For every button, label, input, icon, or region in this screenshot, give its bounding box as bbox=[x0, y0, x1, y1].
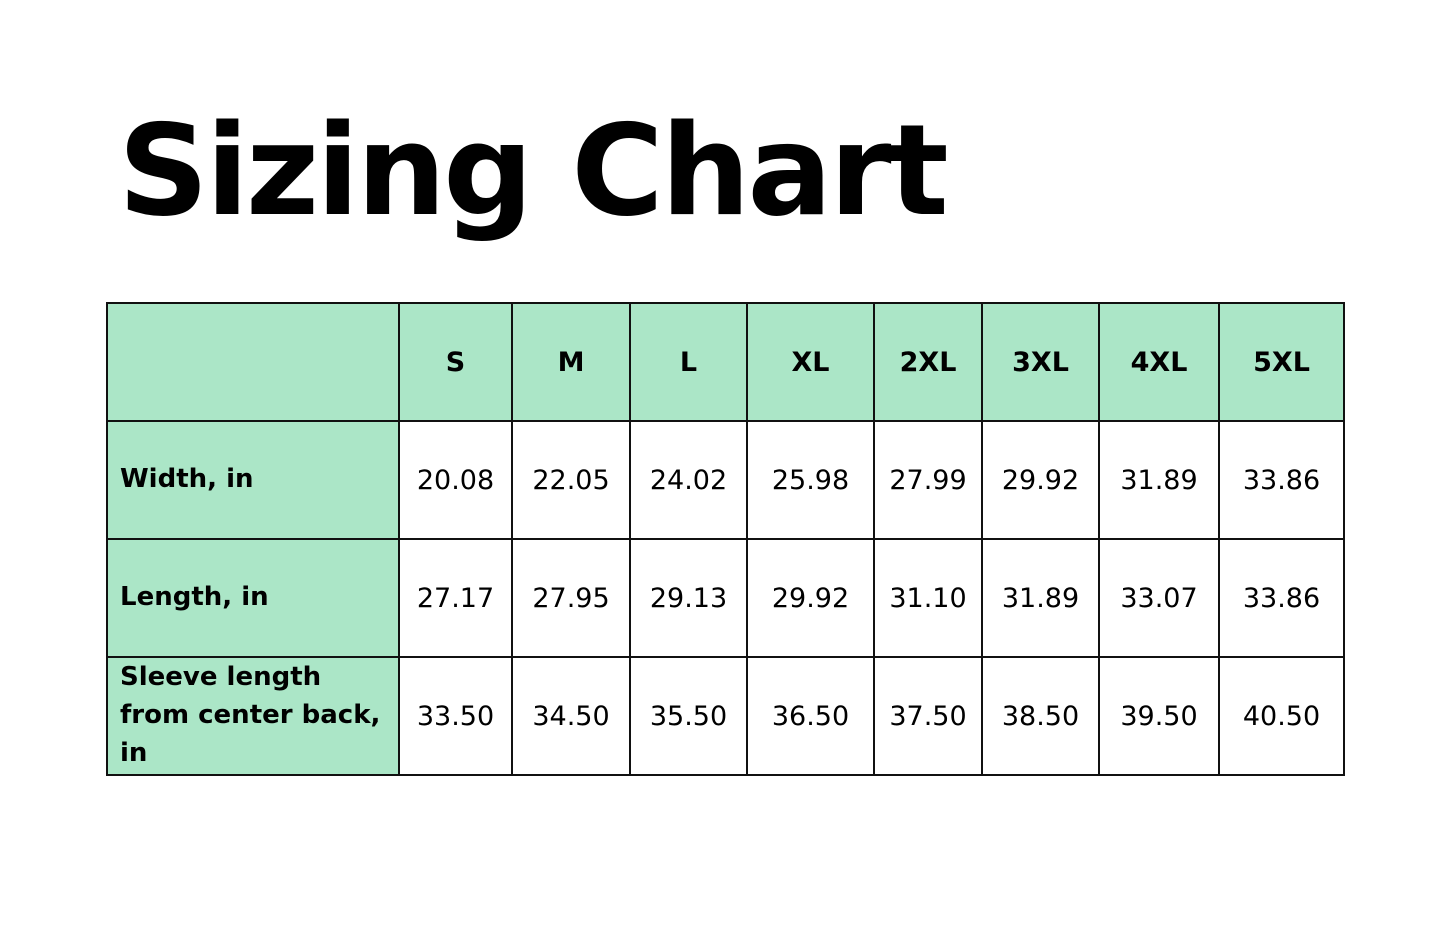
measurement-cell: 33.86 bbox=[1218, 538, 1345, 658]
measurement-cell: 29.92 bbox=[746, 538, 875, 658]
size-header: L bbox=[629, 302, 748, 422]
measurement-cell: 33.86 bbox=[1218, 420, 1345, 540]
measurement-cell: 39.50 bbox=[1098, 656, 1220, 776]
measurement-cell: 29.92 bbox=[981, 420, 1100, 540]
table-row: Sleeve length from center back, in 33.50… bbox=[106, 656, 1345, 776]
size-header: 4XL bbox=[1098, 302, 1220, 422]
size-header: XL bbox=[746, 302, 875, 422]
measurement-cell: 31.89 bbox=[981, 538, 1100, 658]
measurement-cell: 37.50 bbox=[873, 656, 983, 776]
measurement-cell: 34.50 bbox=[511, 656, 631, 776]
header-row: S M L XL 2XL 3XL 4XL 5XL bbox=[106, 302, 1345, 422]
measurement-cell: 36.50 bbox=[746, 656, 875, 776]
measurement-cell: 27.99 bbox=[873, 420, 983, 540]
page-title: Sizing Chart bbox=[118, 97, 949, 244]
measurement-cell: 35.50 bbox=[629, 656, 748, 776]
size-header: 5XL bbox=[1218, 302, 1345, 422]
measurement-cell: 24.02 bbox=[629, 420, 748, 540]
measurement-cell: 31.89 bbox=[1098, 420, 1220, 540]
measurement-cell: 33.50 bbox=[398, 656, 513, 776]
measurement-cell: 27.95 bbox=[511, 538, 631, 658]
measurement-cell: 31.10 bbox=[873, 538, 983, 658]
row-label: Sleeve length from center back, in bbox=[106, 656, 400, 776]
measurement-cell: 40.50 bbox=[1218, 656, 1345, 776]
row-label: Length, in bbox=[106, 538, 400, 658]
measurement-cell: 25.98 bbox=[746, 420, 875, 540]
measurement-cell: 20.08 bbox=[398, 420, 513, 540]
measurement-cell: 22.05 bbox=[511, 420, 631, 540]
measurement-cell: 38.50 bbox=[981, 656, 1100, 776]
measurement-cell: 27.17 bbox=[398, 538, 513, 658]
corner-cell bbox=[106, 302, 400, 422]
row-label: Width, in bbox=[106, 420, 400, 540]
size-header: 3XL bbox=[981, 302, 1100, 422]
size-header: 2XL bbox=[873, 302, 983, 422]
table-row: Width, in 20.08 22.05 24.02 25.98 27.99 … bbox=[106, 420, 1345, 540]
measurement-cell: 33.07 bbox=[1098, 538, 1220, 658]
size-header: S bbox=[398, 302, 513, 422]
measurement-cell: 29.13 bbox=[629, 538, 748, 658]
sizing-table: S M L XL 2XL 3XL 4XL 5XL Width, in 20.08… bbox=[106, 302, 1345, 776]
table-row: Length, in 27.17 27.95 29.13 29.92 31.10… bbox=[106, 538, 1345, 658]
size-header: M bbox=[511, 302, 631, 422]
